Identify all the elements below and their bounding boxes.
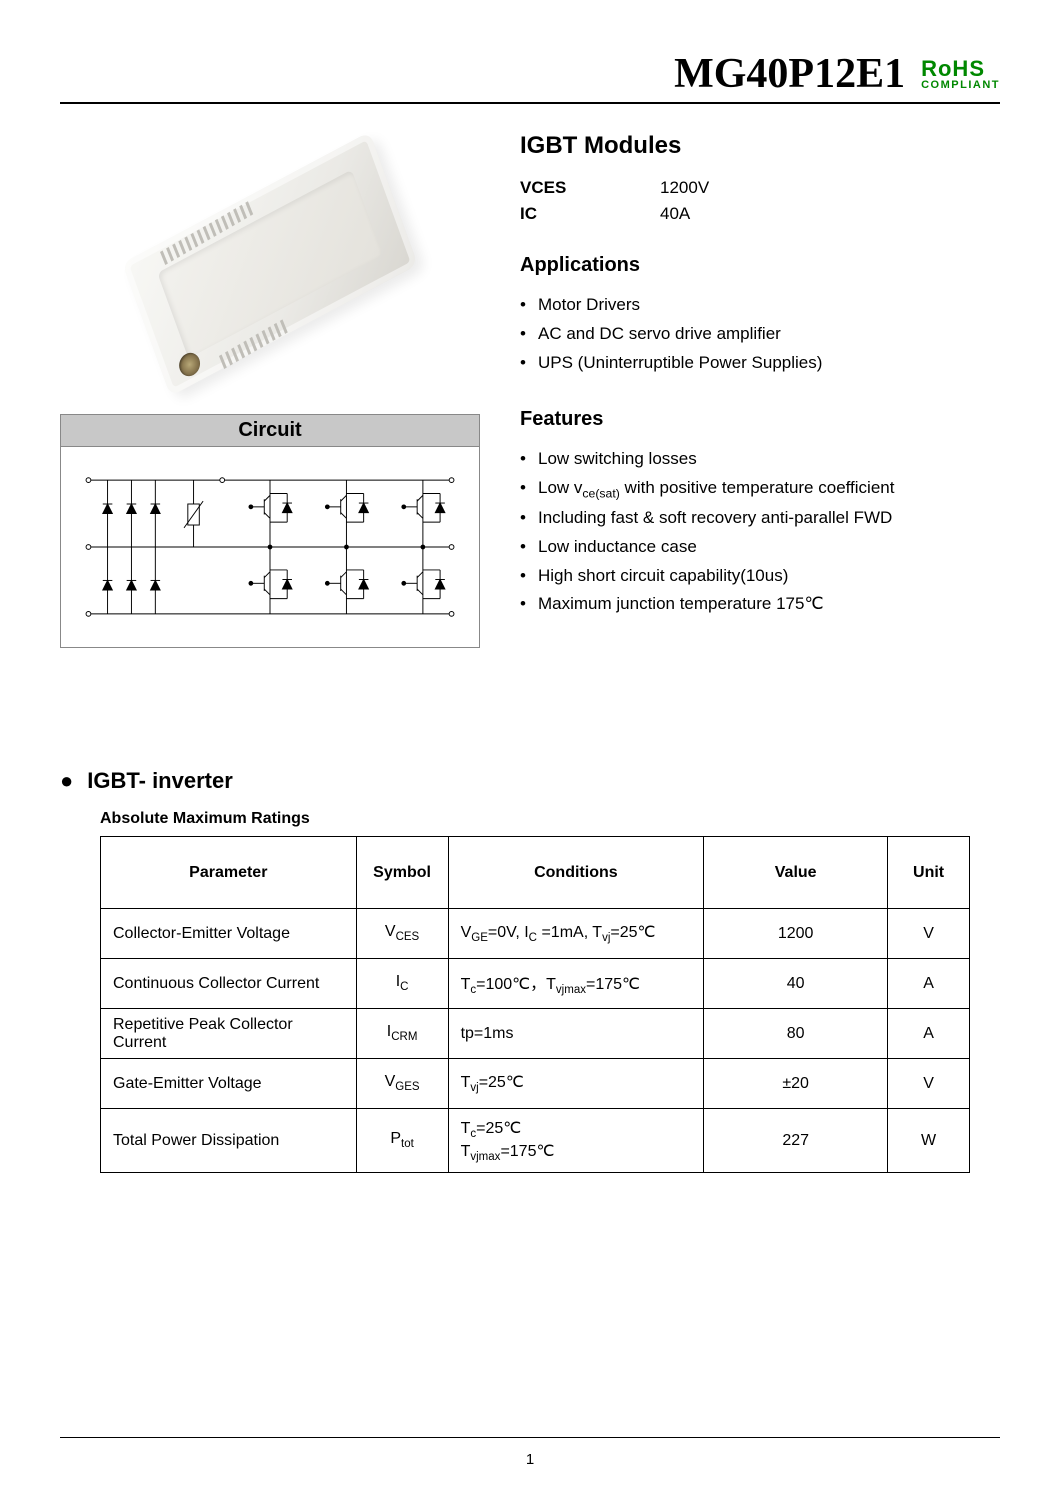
cell-unit: A [888,1009,970,1059]
features-list: Low switching lossesLow vce(sat) with po… [520,445,1000,620]
cell-unit: A [888,959,970,1009]
table-row: Gate-Emitter VoltageVGESTvj=25℃±20V [101,1059,970,1109]
cell-conditions: Tc=25℃Tvjmax=175℃ [448,1109,704,1173]
rohs-compliant-text: COMPLIANT [921,80,1000,91]
product-image [90,124,450,384]
footer-rule [60,1437,1000,1438]
cell-parameter: Collector-Emitter Voltage [101,909,357,959]
cell-symbol: ICRM [356,1009,448,1059]
list-item: Low vce(sat) with positive temperature c… [520,474,1000,504]
cell-parameter: Total Power Dissipation [101,1109,357,1173]
cell-parameter: Gate-Emitter Voltage [101,1059,357,1109]
cell-value: 80 [704,1009,888,1059]
part-number: MG40P12E1 [674,50,905,98]
table-row: Continuous Collector CurrentICTc=100℃，Tv… [101,959,970,1009]
col-unit: Unit [888,837,970,909]
applications-list: Motor DriversAC and DC servo drive ampli… [520,291,1000,378]
spec-value: 40A [660,204,690,224]
list-item: Low switching losses [520,445,1000,474]
table-row: Collector-Emitter VoltageVCESVGE=0V, IC … [101,909,970,959]
bullet-icon: ● [60,768,73,794]
spec-row: IC40A [520,204,1000,224]
cell-value: 40 [704,959,888,1009]
cell-unit: W [888,1109,970,1173]
cell-conditions: tp=1ms [448,1009,704,1059]
top-section: Circuit [60,124,1000,648]
spec-label: IC [520,204,660,224]
col-parameter: Parameter [101,837,357,909]
key-specs: VCES1200VIC40A [520,178,1000,224]
list-item: High short circuit capability(10us) [520,562,1000,591]
ratings-heading-row: ● IGBT- inverter [60,768,1000,794]
cell-value: 227 [704,1109,888,1173]
cell-unit: V [888,909,970,959]
rohs-text: RoHS [921,58,1000,80]
cell-value: ±20 [704,1059,888,1109]
ratings-section: ● IGBT- inverter Absolute Maximum Rating… [60,768,1000,1173]
col-conditions: Conditions [448,837,704,909]
circuit-header: Circuit [61,415,479,447]
cell-symbol: VGES [356,1059,448,1109]
list-item: Including fast & soft recovery anti-para… [520,504,1000,533]
list-item: AC and DC servo drive amplifier [520,320,1000,349]
cell-conditions: Tvj=25℃ [448,1059,704,1109]
cell-conditions: Tc=100℃，Tvjmax=175℃ [448,959,704,1009]
cell-symbol: VCES [356,909,448,959]
circuit-diagram [61,447,479,647]
page-header: MG40P12E1 RoHS COMPLIANT [60,50,1000,104]
right-column: IGBT Modules VCES1200VIC40A Applications… [520,124,1000,648]
applications-title: Applications [520,254,1000,277]
page-number: 1 [0,1451,1060,1468]
list-item: UPS (Uninterruptible Power Supplies) [520,349,1000,378]
cell-parameter: Continuous Collector Current [101,959,357,1009]
spec-value: 1200V [660,178,709,198]
ratings-heading: IGBT- inverter [87,768,232,794]
col-symbol: Symbol [356,837,448,909]
list-item: Motor Drivers [520,291,1000,320]
cell-symbol: IC [356,959,448,1009]
col-value: Value [704,837,888,909]
overview-title: IGBT Modules [520,132,1000,160]
list-item: Maximum junction temperature 175℃ [520,590,1000,619]
cell-parameter: Repetitive Peak Collector Current [101,1009,357,1059]
list-item: Low inductance case [520,533,1000,562]
ratings-table-title: Absolute Maximum Ratings [100,810,1000,828]
cell-conditions: VGE=0V, IC =1mA, Tvj=25℃ [448,909,704,959]
ratings-table: Parameter Symbol Conditions Value Unit C… [100,836,970,1173]
spec-row: VCES1200V [520,178,1000,198]
cell-symbol: Ptot [356,1109,448,1173]
table-row: Total Power DissipationPtotTc=25℃Tvjmax=… [101,1109,970,1173]
cell-unit: V [888,1059,970,1109]
left-column: Circuit [60,124,480,648]
features-title: Features [520,408,1000,431]
rohs-badge: RoHS COMPLIANT [921,58,1000,91]
table-row: Repetitive Peak Collector CurrentICRMtp=… [101,1009,970,1059]
spec-label: VCES [520,178,660,198]
table-header-row: Parameter Symbol Conditions Value Unit [101,837,970,909]
circuit-box: Circuit [60,414,480,648]
cell-value: 1200 [704,909,888,959]
